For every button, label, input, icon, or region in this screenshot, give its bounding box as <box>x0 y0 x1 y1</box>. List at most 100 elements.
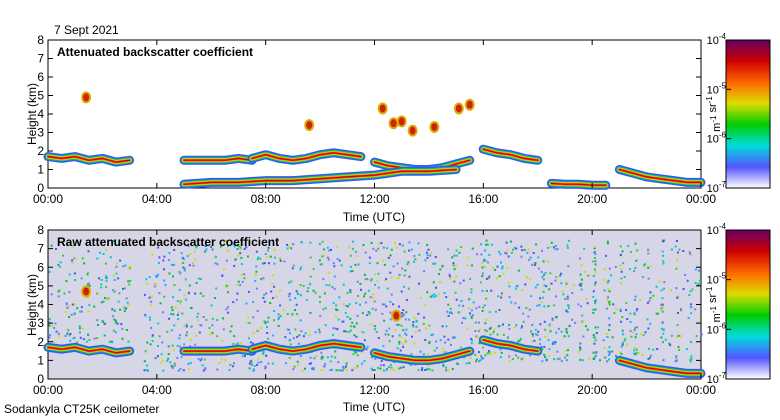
noise-speckle <box>592 311 595 314</box>
x-tick-label: 16:00 <box>468 192 498 206</box>
noise-speckle <box>603 289 606 292</box>
noise-speckle <box>373 300 376 303</box>
noise-speckle <box>675 359 678 362</box>
noise-speckle <box>265 292 268 295</box>
noise-speckle <box>649 354 652 357</box>
noise-speckle <box>586 302 589 305</box>
y-tick-label: 3 <box>37 126 44 140</box>
spot-inner <box>398 117 405 126</box>
noise-speckle <box>148 296 151 299</box>
noise-speckle <box>364 251 367 254</box>
layer-band <box>183 157 253 161</box>
noise-speckle <box>330 355 333 358</box>
noise-speckle <box>173 263 176 266</box>
noise-speckle <box>103 334 106 337</box>
noise-speckle <box>468 307 470 310</box>
cloud-spot <box>81 91 92 104</box>
noise-speckle <box>344 311 347 314</box>
noise-speckle <box>122 287 124 290</box>
noise-speckle <box>100 283 103 286</box>
noise-speckle <box>670 289 672 292</box>
noise-speckle <box>462 317 465 319</box>
noise-speckle <box>335 308 337 311</box>
noise-speckle <box>73 257 76 260</box>
noise-speckle <box>649 291 652 294</box>
noise-speckle <box>484 249 486 252</box>
noise-speckle <box>626 318 629 320</box>
noise-speckle <box>363 339 366 342</box>
noise-speckle <box>329 360 332 363</box>
noise-speckle <box>366 314 369 317</box>
noise-speckle <box>370 278 373 281</box>
noise-speckle <box>462 279 465 282</box>
noise-speckle <box>539 338 542 341</box>
noise-speckle <box>188 292 190 295</box>
noise-speckle <box>508 355 511 358</box>
noise-speckle <box>565 281 568 284</box>
noise-speckle <box>185 331 188 334</box>
noise-speckle <box>74 257 77 260</box>
x-tick-label: 00:00 <box>686 192 716 206</box>
noise-speckle <box>647 248 650 251</box>
noise-speckle <box>71 303 74 306</box>
noise-speckle <box>336 258 339 260</box>
noise-speckle <box>607 354 610 356</box>
noise-speckle <box>451 368 454 370</box>
noise-speckle <box>292 337 295 340</box>
panel-raw: 00:00 04:00 08:00 12:00 16:00 20:00 00:0001234… <box>25 222 771 414</box>
noise-speckle <box>608 346 611 349</box>
noise-speckle <box>319 263 322 266</box>
layer-band <box>618 168 702 183</box>
noise-speckle <box>506 267 509 270</box>
noise-speckle <box>194 343 197 346</box>
noise-speckle <box>390 293 393 296</box>
noise-speckle <box>170 329 173 332</box>
noise-speckle <box>469 312 471 315</box>
noise-speckle <box>349 329 352 332</box>
noise-speckle <box>484 322 487 325</box>
noise-speckle <box>581 314 584 317</box>
noise-speckle <box>158 262 160 264</box>
noise-speckle <box>493 328 496 331</box>
noise-speckle <box>392 265 395 268</box>
noise-speckle <box>73 303 76 306</box>
y-tick-label: 1 <box>37 353 44 367</box>
y-tick-label: 0 <box>37 181 44 195</box>
noise-speckle <box>102 321 105 324</box>
noise-speckle <box>54 322 57 325</box>
noise-speckle <box>470 291 473 294</box>
noise-speckle <box>144 350 147 353</box>
noise-speckle <box>256 258 259 261</box>
noise-speckle <box>304 367 306 370</box>
noise-speckle <box>178 334 181 337</box>
noise-speckle <box>314 291 317 294</box>
noise-speckle <box>204 245 207 248</box>
noise-speckle <box>345 369 348 371</box>
noise-speckle <box>111 341 114 344</box>
noise-speckle <box>170 313 172 315</box>
noise-speckle <box>199 359 202 362</box>
noise-speckle <box>449 307 452 310</box>
noise-speckle <box>204 368 207 371</box>
noise-speckle <box>417 312 420 315</box>
noise-speckle <box>536 334 539 337</box>
noise-speckle <box>552 246 555 249</box>
noise-speckle <box>284 336 287 339</box>
noise-speckle <box>469 277 471 280</box>
noise-speckle <box>239 284 242 287</box>
noise-speckle <box>531 263 534 266</box>
x-tick-label: 00:00 <box>33 383 63 397</box>
noise-speckle <box>154 357 157 360</box>
noise-speckle <box>520 326 523 329</box>
noise-speckle <box>485 297 488 300</box>
noise-speckle <box>323 365 326 368</box>
noise-speckle <box>505 252 508 255</box>
noise-speckle <box>372 247 375 250</box>
noise-speckle <box>593 357 595 360</box>
noise-speckle <box>286 328 289 331</box>
noise-speckle <box>644 263 646 266</box>
noise-speckle <box>474 321 477 324</box>
noise-speckle <box>172 313 175 316</box>
noise-speckle <box>250 363 253 366</box>
noise-speckle <box>243 248 246 250</box>
